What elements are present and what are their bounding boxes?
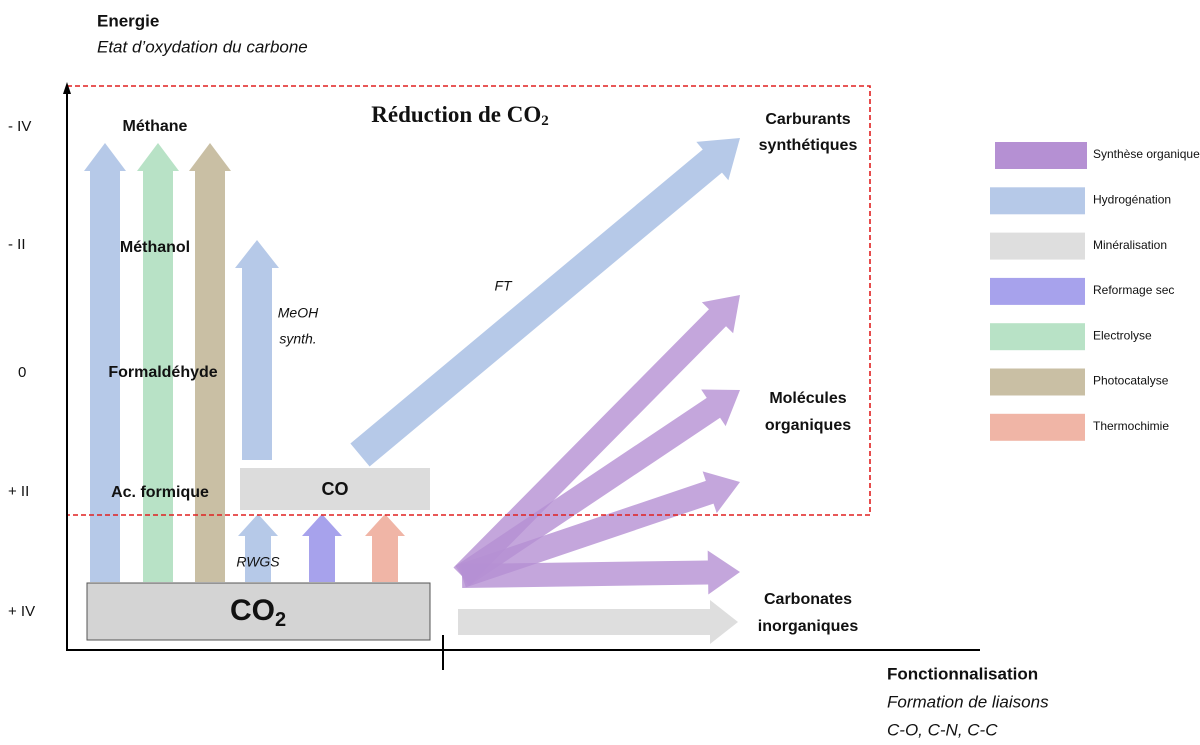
arrow bbox=[189, 143, 231, 582]
x-axis-subtitle: C-O, C-N, C-C bbox=[887, 720, 998, 739]
x-axis-title: Fonctionnalisation bbox=[887, 664, 1038, 683]
arrow bbox=[453, 295, 740, 585]
arrow bbox=[458, 471, 740, 588]
region-title-text: Réduction de CO bbox=[371, 102, 541, 127]
arrow bbox=[365, 514, 405, 582]
species-label: Formaldéhyde bbox=[108, 364, 217, 381]
region-title-subscript: 2 bbox=[541, 113, 549, 129]
legend: Synthèse organique Hydrogénation Minéralis… bbox=[990, 142, 1200, 441]
arrow-label: MeOH bbox=[278, 305, 319, 321]
arrow bbox=[137, 143, 179, 582]
region-title: Réduction de CO2 bbox=[371, 102, 548, 129]
arrow bbox=[458, 600, 738, 644]
arrow bbox=[461, 550, 740, 595]
arrow bbox=[84, 143, 126, 582]
y-label: - II bbox=[8, 236, 26, 253]
co2-subscript: 2 bbox=[275, 609, 286, 631]
co-label: CO bbox=[322, 479, 349, 499]
y-label: - IV bbox=[8, 118, 31, 135]
reduction-region bbox=[66, 85, 871, 516]
product-label: synthétiques bbox=[759, 137, 858, 154]
co2-text: CO bbox=[230, 594, 275, 627]
product-label: Carbonates bbox=[764, 591, 852, 608]
legend-label: Synthèse organique bbox=[1093, 147, 1200, 161]
co-box bbox=[240, 468, 430, 510]
legend-label: Photocatalyse bbox=[1093, 374, 1169, 388]
arrows bbox=[84, 138, 740, 644]
y-label: 0 bbox=[18, 364, 26, 381]
legend-label: Thermochimie bbox=[1093, 419, 1169, 433]
product-label: inorganiques bbox=[758, 618, 859, 635]
legend-label: Electrolyse bbox=[1093, 328, 1152, 342]
y-label: + II bbox=[8, 483, 29, 500]
legend-swatch bbox=[990, 232, 1085, 260]
y-axis-arrowhead bbox=[63, 82, 71, 94]
arrow bbox=[455, 389, 740, 586]
arrow bbox=[238, 514, 278, 582]
arrow bbox=[302, 514, 342, 582]
legend-swatch bbox=[990, 277, 1085, 305]
x-axis-subtitle: Formation de liaisons bbox=[887, 692, 1049, 711]
co2-box bbox=[86, 582, 431, 641]
arrow bbox=[350, 138, 740, 467]
product-label: organiques bbox=[765, 417, 851, 434]
species-label: Méthane bbox=[123, 118, 188, 135]
legend-swatch bbox=[995, 142, 1087, 169]
arrow-label: RWGS bbox=[236, 554, 280, 570]
product-label: Molécules bbox=[769, 390, 846, 407]
legend-swatch bbox=[990, 187, 1085, 215]
product-label: Carburants bbox=[765, 111, 850, 128]
legend-swatch bbox=[990, 413, 1085, 441]
y-label: + IV bbox=[8, 603, 35, 620]
species-label: Méthanol bbox=[120, 239, 190, 256]
arrow-label: synth. bbox=[279, 331, 316, 347]
legend-label: Reformage sec bbox=[1093, 283, 1174, 297]
y-labels: - IV - II 0 + II + IV bbox=[8, 118, 35, 620]
legend-label: Hydrogénation bbox=[1093, 192, 1171, 206]
y-axis-title: Energie bbox=[97, 11, 159, 30]
species-label: Ac. formique bbox=[111, 484, 209, 501]
co2-label: CO2 bbox=[230, 594, 286, 631]
legend-swatch bbox=[990, 323, 1085, 351]
arrow bbox=[235, 240, 279, 460]
arrow-label: FT bbox=[494, 278, 513, 294]
legend-swatch bbox=[990, 368, 1085, 396]
y-axis-subtitle: Etat d’oxydation du carbone bbox=[97, 37, 308, 56]
legend-label: Minéralisation bbox=[1093, 238, 1167, 252]
